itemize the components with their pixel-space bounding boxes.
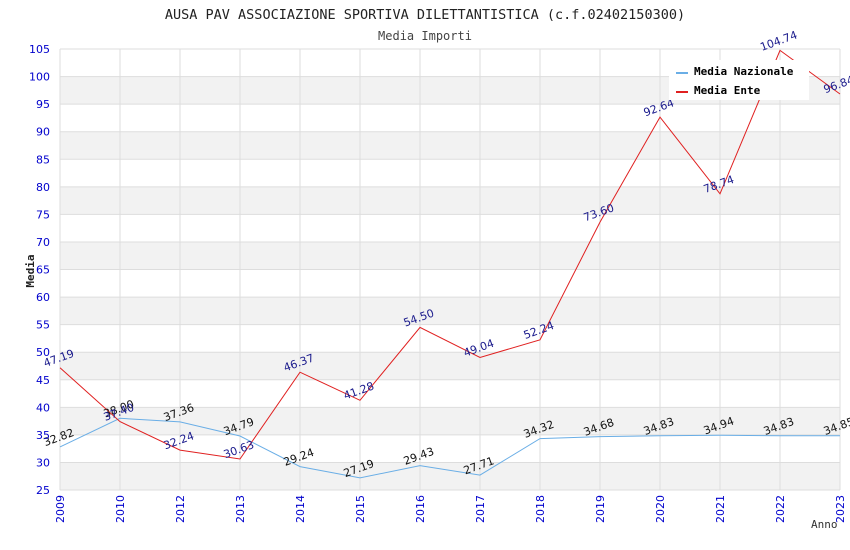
series-line-ente (59, 49, 841, 460)
x-tick-label: 2017 (474, 495, 487, 523)
x-tick-label: 2013 (234, 495, 247, 523)
y-tick-label: 90 (36, 126, 50, 139)
plot-band (60, 241, 840, 270)
plot-band (60, 159, 840, 187)
plot-band (60, 269, 840, 298)
y-tick-label: 40 (36, 401, 50, 414)
y-tick-label: 75 (36, 208, 50, 221)
plot-band (60, 462, 840, 490)
x-tick-label: 2022 (774, 495, 787, 523)
x-tick-label: 2012 (174, 495, 187, 523)
x-tick-label: 2010 (114, 495, 127, 523)
x-tick-label: 2020 (654, 495, 667, 523)
x-tick-label: 2019 (594, 495, 607, 523)
gridlines (59, 48, 841, 491)
x-tick-label: 2018 (534, 495, 547, 523)
y-tick-label: 85 (36, 153, 50, 166)
plot-band (60, 186, 840, 215)
x-tick-label: 2016 (414, 495, 427, 523)
y-tick-label: 80 (36, 181, 50, 194)
plot-band (60, 131, 840, 160)
y-tick-label: 95 (36, 98, 50, 111)
plot-band (60, 214, 840, 242)
y-tick-label: 30 (36, 456, 50, 469)
plot-band (60, 324, 840, 353)
y-tick-label: 55 (36, 319, 50, 332)
y-tick-label: 35 (36, 429, 50, 442)
chart-subtitle: Media Importi (378, 29, 472, 43)
plot-band (60, 104, 840, 132)
chart-title: AUSA PAV ASSOCIAZIONE SPORTIVA DILETTANT… (165, 7, 685, 23)
series-lines (59, 49, 841, 479)
y-tick-label: 50 (36, 346, 50, 359)
plot-band (60, 352, 840, 380)
x-axis-tick-labels: 2009 2010 2012 2013 2014 2015 2016 2017 2018 2019… (54, 495, 847, 523)
y-tick-label: 60 (36, 291, 50, 304)
y-tick-label: 70 (36, 236, 50, 249)
plot-band (60, 379, 840, 408)
plot-band (60, 407, 840, 435)
x-tick-label: 2021 (714, 495, 727, 523)
x-tick-label: 2023 (834, 495, 847, 523)
x-tick-label: 2009 (54, 495, 67, 523)
y-tick-label: 25 (36, 484, 50, 497)
x-tick-label: 2014 (294, 495, 307, 523)
plot-band (60, 297, 840, 325)
y-axis-label: Media (24, 254, 37, 287)
y-tick-label: 65 (36, 264, 50, 277)
y-axis-tick-labels: 25 30 35 40 45 50 55 60 65 70 75 80 85 90 95 100 105 (29, 43, 50, 497)
plot-band (60, 434, 840, 463)
legend-label-nazionale: Media Nazionale (694, 65, 794, 78)
x-axis-label: Anno (811, 518, 838, 531)
y-tick-label: 100 (29, 71, 50, 84)
x-tick-label: 2015 (354, 495, 367, 523)
series-line-nazionale (59, 417, 841, 479)
plot-background-bands (60, 49, 840, 490)
legend-label-ente: Media Ente (694, 84, 761, 97)
legend-box (669, 60, 809, 100)
legend: Media Nazionale Media Ente (669, 60, 809, 100)
y-tick-label: 105 (29, 43, 50, 56)
y-tick-label: 45 (36, 374, 50, 387)
